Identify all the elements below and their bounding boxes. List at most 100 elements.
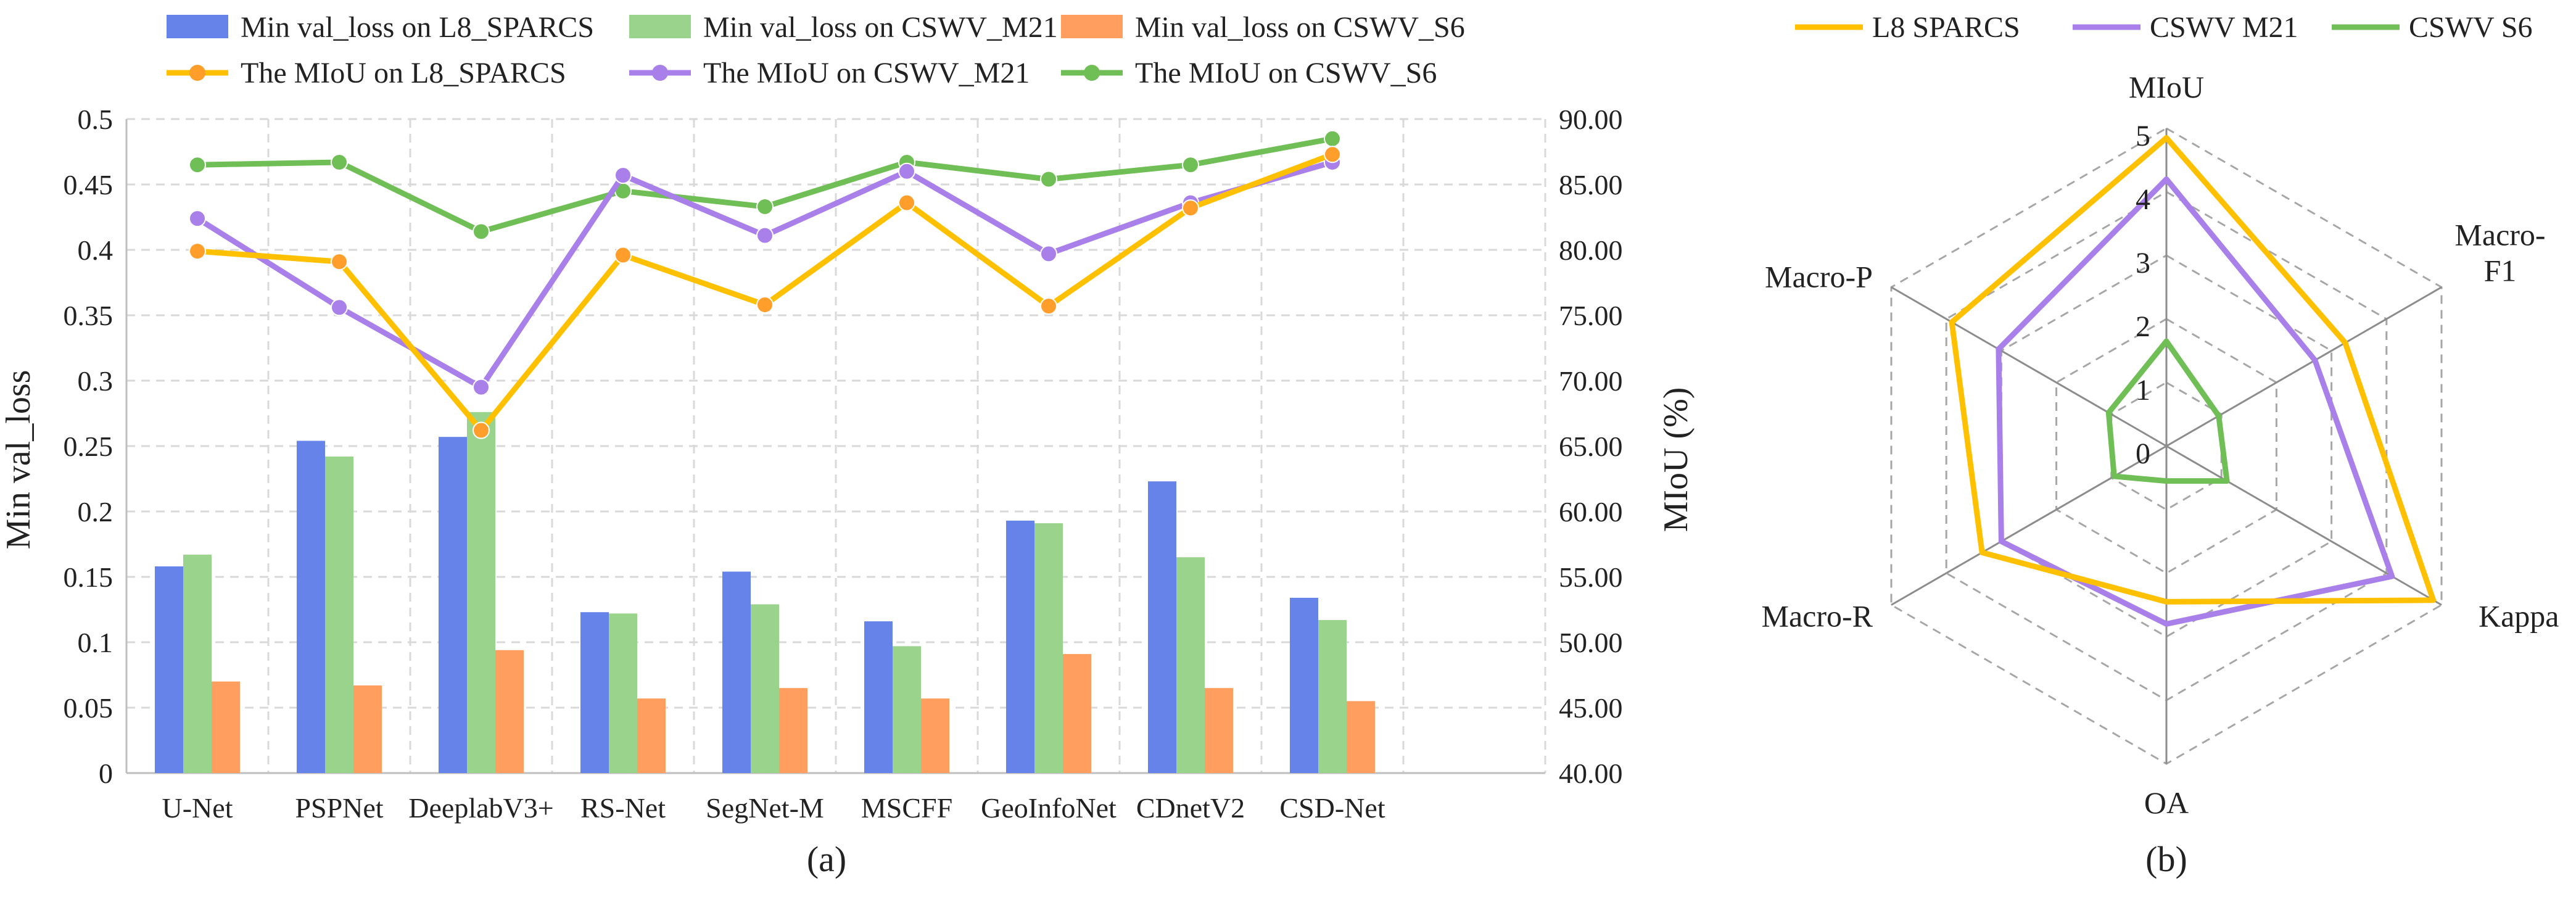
radar-spoke: [1891, 286, 2167, 447]
line-point: [898, 194, 915, 212]
series-line: [197, 152, 1334, 434]
legend-swatch: [167, 15, 228, 38]
bar: [921, 698, 949, 773]
radar-axis-label: F1: [2484, 254, 2517, 288]
y2-axis-title: MIoU (%): [1657, 387, 1695, 532]
radar-legend-label: L8 SPARCS: [1872, 11, 2020, 44]
y2-tick-labels: 40.00 45.00 50.00 55.00 60.00 65.00 70.00 75.00…: [1559, 104, 1623, 789]
bar: [297, 441, 325, 773]
radar-spoke: [1891, 445, 2167, 606]
y-tick-label: 0.35: [64, 300, 114, 331]
line-point: [189, 210, 206, 228]
legend-label: The MIoU on L8_SPARCS: [241, 57, 566, 89]
y2-tick-label: 90.00: [1559, 104, 1623, 135]
y2-tick-label: 75.00: [1559, 300, 1623, 331]
bar: [495, 650, 524, 773]
legend-swatch: [629, 15, 691, 38]
y-tick-label: 0.25: [64, 431, 114, 462]
x-tick-label: GeoInfoNet: [981, 792, 1117, 824]
y-tick-label: 0.15: [64, 561, 114, 593]
bar: [353, 685, 382, 773]
x-tick-labels: U-Net PSPNet DeeplabV3+ RS-Net SegNet-M MSCFF…: [162, 792, 1385, 824]
line-point: [614, 167, 632, 184]
radar-spoke: [2166, 286, 2442, 447]
bar: [1318, 619, 1347, 773]
x-tick-label: RS-Net: [580, 792, 666, 824]
radar-series-line: [1949, 134, 2437, 605]
x-tick-label: PSPNet: [295, 792, 383, 824]
radar-tick-label: 0: [2136, 437, 2150, 470]
line-point: [189, 156, 206, 174]
y-tick-label: 0.2: [78, 496, 114, 528]
legend-marker: [1084, 65, 1100, 81]
y2-tick-label: 45.00: [1559, 692, 1623, 724]
bar: [212, 681, 240, 773]
legend-label: The MIoU on CSWV_M21: [703, 57, 1030, 89]
bar: [467, 412, 495, 773]
legend: Min val_loss on L8_SPARCS Min val_loss on…: [167, 11, 1465, 89]
y-tick-label: 0.45: [64, 169, 114, 201]
legend-marker: [652, 65, 668, 81]
y2-tick-label: 60.00: [1559, 496, 1623, 528]
radar-axis-label: Kappa: [2479, 599, 2559, 634]
radar-tick-label: 3: [2136, 247, 2150, 279]
radar-axis-label: MIoU: [2129, 70, 2204, 104]
y-tick-label: 0: [99, 758, 113, 789]
line-point: [756, 296, 774, 314]
radar-tick-labels: 0 1 2 3 4 5: [2136, 120, 2150, 470]
radar-series-line: [1996, 176, 2395, 627]
bar: [722, 571, 751, 773]
line-point: [1324, 130, 1341, 147]
series-line: [196, 159, 1334, 391]
bar: [1205, 688, 1233, 773]
line-point: [898, 162, 915, 180]
line-point: [331, 253, 348, 271]
bar: [155, 566, 183, 773]
radar-legend-label: CSWV M21: [2150, 11, 2298, 44]
y2-tick-label: 40.00: [1559, 758, 1623, 789]
x-tick-label: MSCFF: [861, 792, 952, 824]
radar-axis-labels: MIoU Macro-F1 Kappa OA Macro-R Macro-P: [1761, 70, 2559, 820]
bar: [1063, 654, 1091, 773]
bar: [1006, 520, 1034, 773]
y-axis-title: Min val_loss: [0, 370, 38, 550]
radar-grid: [1890, 127, 2443, 765]
y2-tick-label: 50.00: [1559, 627, 1623, 658]
y-tick-label: 0.5: [78, 104, 114, 135]
radar-legend: L8 SPARCS CSWV M21 CSWV S6: [1795, 11, 2533, 44]
radar-tick-label: 4: [2136, 183, 2150, 216]
x-tick-label: U-Net: [162, 792, 233, 824]
x-tick-label: DeeplabV3+: [408, 792, 553, 824]
panel-label-b: (b): [2145, 839, 2187, 879]
line-point: [189, 242, 206, 260]
lines: [189, 130, 1341, 439]
panel-label-a: (a): [807, 839, 846, 879]
line-point: [473, 421, 490, 439]
bar: [1290, 597, 1318, 773]
line-point: [614, 246, 632, 264]
bar: [1347, 701, 1375, 773]
x-tick-label: CDnetV2: [1136, 792, 1245, 824]
bar: [751, 604, 779, 773]
line-point: [1040, 170, 1057, 188]
legend-label: Min val_loss on CSWV_S6: [1135, 11, 1465, 44]
bar: [893, 646, 921, 773]
line-point: [1182, 156, 1199, 174]
panel-a-chart: 0 0.05 0.1 0.15 0.2 0.25 0.3 0.35 0.4 0.45 0.5 40.…: [0, 11, 1695, 879]
bar: [779, 688, 807, 773]
y-tick-label: 0.3: [78, 365, 114, 397]
bar: [439, 437, 467, 773]
line-point: [1040, 245, 1057, 263]
bar: [325, 456, 353, 773]
legend-marker: [189, 65, 205, 81]
radar-axis-label: Macro-R: [1761, 599, 1873, 634]
line-point: [756, 198, 774, 216]
y-tick-label: 0.05: [64, 692, 114, 724]
radar-legend-label: CSWV S6: [2409, 11, 2533, 44]
y2-tick-label: 80.00: [1559, 234, 1623, 266]
radar-tick-label: 2: [2136, 310, 2150, 343]
radar-axis-label: OA: [2144, 785, 2189, 820]
legend-swatch: [1061, 15, 1123, 38]
bar: [1176, 557, 1205, 773]
